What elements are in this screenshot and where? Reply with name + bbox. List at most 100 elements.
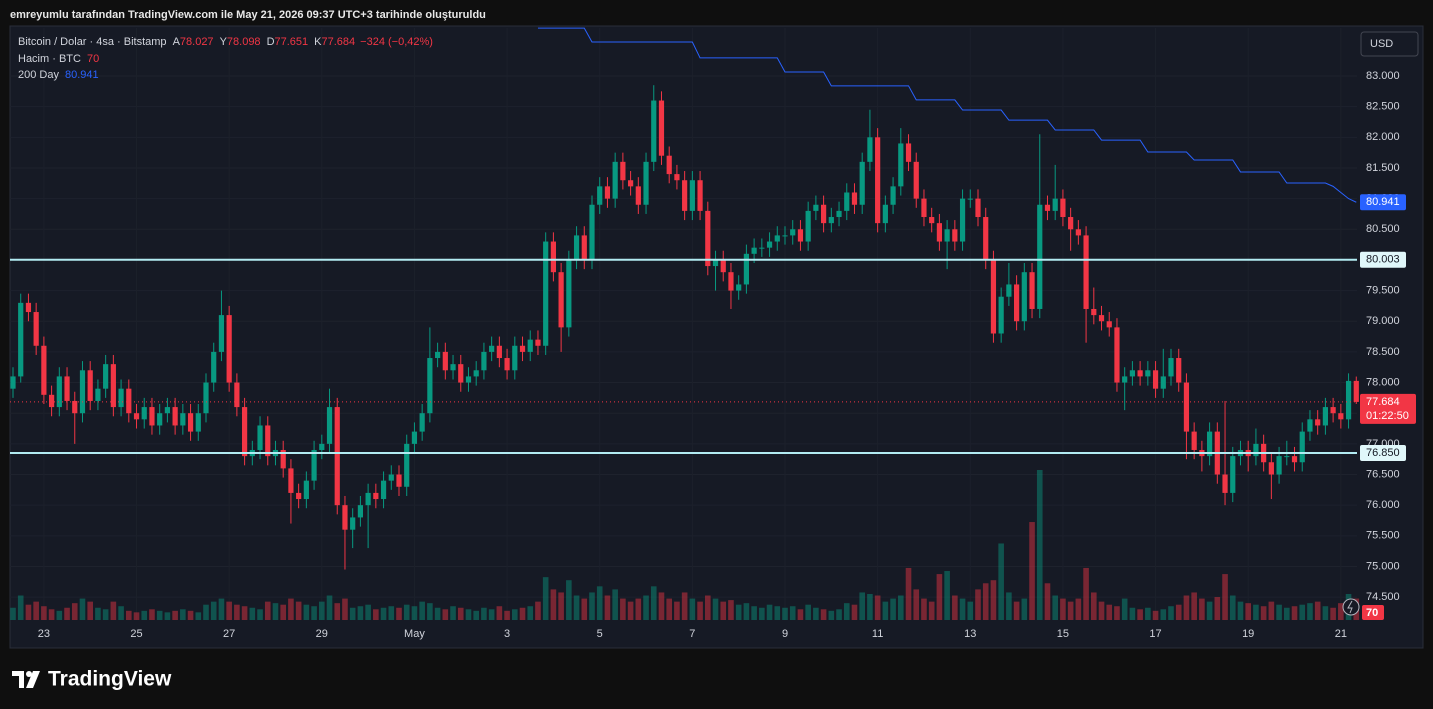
volume-bar [380, 607, 387, 620]
volume-bar [295, 601, 302, 620]
volume-bar [311, 606, 317, 620]
candle-body [79, 370, 86, 414]
candle-body [180, 413, 186, 426]
volume-bar [1260, 606, 1267, 620]
volume-bar [535, 601, 541, 620]
volume-bar [1276, 604, 1282, 620]
volume-bar [697, 601, 703, 620]
candle-body [404, 443, 410, 487]
alert-icon[interactable] [1342, 598, 1360, 616]
y-tick-label: 81.500 [1366, 162, 1400, 174]
candle-body [311, 449, 317, 481]
grid [10, 28, 1357, 620]
volume-bar [1044, 583, 1051, 620]
volume-bar [1307, 603, 1313, 620]
candle-body [998, 296, 1004, 334]
volume-bar [952, 595, 958, 620]
candle-body [172, 407, 178, 426]
candle-body [126, 388, 132, 414]
volume-bar [110, 601, 117, 620]
candle-body [550, 241, 556, 273]
volume-bar [774, 606, 781, 620]
candle-body [427, 358, 433, 414]
candle-body [558, 272, 564, 328]
volume-bar [542, 577, 549, 620]
volume-bar [650, 586, 657, 620]
candle-body [72, 400, 78, 414]
volume-bar [558, 592, 564, 620]
volume-bar [79, 598, 86, 620]
candle-body [1060, 198, 1066, 218]
candle-body [983, 217, 989, 260]
candle-body [790, 229, 796, 236]
currency[interactable]: USD [1370, 38, 1393, 50]
candle-body [350, 517, 356, 530]
candle-body [64, 376, 70, 401]
volume-bar [728, 600, 734, 620]
volume-bar [1284, 607, 1290, 620]
candle-body [265, 425, 271, 457]
candle-body [203, 382, 209, 414]
currency-button[interactable] [1360, 31, 1419, 57]
candle-body [1014, 284, 1020, 322]
y-tick-label: 80.500 [1366, 223, 1400, 235]
candle-body [1322, 407, 1328, 426]
volume-bar [1121, 598, 1128, 620]
candle-body [481, 351, 487, 371]
x-tick-label: May [404, 628, 425, 640]
volume-bar [921, 598, 927, 620]
x-tick-label: 23 [38, 628, 50, 640]
candle-body [450, 364, 456, 371]
legend-volume: Hacim · BTC 70 [18, 53, 99, 65]
volume-bar [519, 607, 526, 620]
volume-bar [342, 598, 348, 620]
y-tick-label: 76.500 [1366, 468, 1400, 480]
x-tick-label: 3 [504, 628, 510, 640]
volume-bar [944, 571, 950, 620]
volume-bar [1291, 606, 1298, 620]
candle-body [628, 180, 634, 187]
candle-body [743, 253, 749, 285]
volume-bar [187, 610, 194, 620]
x-tick-label: 15 [1057, 628, 1069, 640]
volume-bar [1021, 598, 1028, 620]
candle-body [1037, 204, 1043, 309]
candle-body [1345, 380, 1352, 420]
volume-bar [388, 606, 395, 620]
volume-bar [898, 595, 904, 620]
volume-bar [365, 604, 371, 620]
candle-body [118, 388, 124, 408]
volume-bar [450, 606, 456, 620]
candle-body [859, 161, 865, 205]
volume-bar [149, 609, 155, 620]
candle-body [157, 413, 163, 426]
volume-bar [1183, 595, 1190, 620]
candle-body [851, 192, 858, 205]
y-tick-label: 78.500 [1366, 346, 1400, 358]
candle-body [1338, 413, 1344, 420]
candle-body [365, 492, 371, 506]
volume-bar [735, 604, 742, 620]
candle-body [1075, 229, 1081, 236]
candle-body [797, 229, 804, 242]
candle-body [712, 259, 719, 267]
volume-value: 70 [87, 53, 99, 65]
logo-part [26, 671, 32, 677]
volume-bar [982, 583, 989, 620]
candle-body [296, 492, 302, 500]
candle-body [774, 235, 780, 242]
level-tag [1360, 445, 1406, 462]
candle-body [728, 272, 734, 291]
legend-key: A [173, 36, 181, 48]
candle-body [226, 315, 232, 383]
candle-body [813, 204, 819, 211]
volume-bar [172, 610, 178, 620]
volume-bar [488, 609, 495, 620]
legend-value: 77.684 [322, 36, 356, 48]
volume-bar [612, 589, 618, 620]
volume-bar [288, 598, 294, 620]
volume-bar [133, 612, 140, 620]
candle-body [836, 210, 842, 218]
candle-body [342, 505, 348, 530]
candle-body [18, 302, 24, 377]
